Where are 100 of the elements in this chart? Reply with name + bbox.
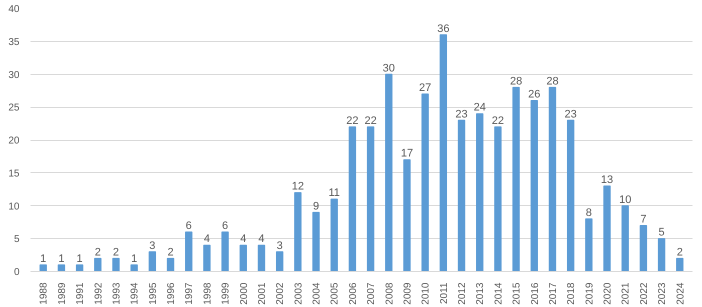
data-label: 4 xyxy=(258,233,265,246)
data-label: 4 xyxy=(240,233,246,246)
bar xyxy=(58,264,66,272)
bar xyxy=(294,192,302,272)
data-label: 2 xyxy=(167,246,174,258)
data-label: 27 xyxy=(419,82,432,94)
bar xyxy=(203,244,211,272)
x-tick-label: 2012 xyxy=(457,282,468,305)
x-tick-label: 2003 xyxy=(293,282,304,305)
y-tick-label: 30 xyxy=(8,70,20,81)
bar xyxy=(312,212,320,272)
x-tick-label: 2010 xyxy=(420,282,432,305)
bar xyxy=(148,251,156,272)
data-label: 2 xyxy=(676,246,683,258)
x-tick-label: 2005 xyxy=(330,282,341,305)
x-tick-label: 2013 xyxy=(475,282,486,305)
x-tick-label: 2011 xyxy=(438,282,450,304)
x-tick-label: 1996 xyxy=(166,282,178,305)
bar xyxy=(640,224,648,272)
y-tick-label: 25 xyxy=(8,102,20,114)
data-label: 11 xyxy=(328,187,340,200)
data-label: 23 xyxy=(564,108,577,120)
x-tick-label: 2017 xyxy=(548,282,559,305)
bar xyxy=(622,205,629,272)
x-tick-label: 2016 xyxy=(530,282,541,305)
data-label: 10 xyxy=(619,194,632,206)
x-tick-label: 2015 xyxy=(512,282,523,305)
data-label: 3 xyxy=(276,240,283,252)
x-tick-label: 1993 xyxy=(111,282,122,305)
bar xyxy=(530,100,538,272)
x-tick-label: 1998 xyxy=(202,282,214,305)
x-tick-label: 2009 xyxy=(402,282,414,305)
bar xyxy=(40,264,47,272)
bar xyxy=(166,258,174,272)
data-label: 6 xyxy=(222,220,228,232)
x-tick-label: 2008 xyxy=(384,282,396,305)
y-tick-label: 20 xyxy=(8,136,20,146)
bar xyxy=(421,93,429,272)
data-label: 9 xyxy=(312,200,320,212)
data-label: 1 xyxy=(58,252,64,265)
x-tick-label: 2022 xyxy=(638,282,650,305)
bar xyxy=(440,34,448,272)
bar xyxy=(566,120,574,272)
x-tick-label: 2002 xyxy=(275,282,286,305)
x-tick-label: 1989 xyxy=(56,282,68,305)
x-tick-label: 1991 xyxy=(75,282,86,305)
data-label: 1 xyxy=(131,252,138,265)
bar xyxy=(330,198,338,272)
bar xyxy=(221,232,229,272)
bar xyxy=(258,244,266,272)
x-tick-label: 2021 xyxy=(620,282,632,305)
data-label: 13 xyxy=(600,174,614,186)
bar xyxy=(240,244,247,272)
x-tick-label: 2001 xyxy=(256,282,268,305)
data-label: 28 xyxy=(546,75,559,88)
x-tick-label: 2014 xyxy=(493,282,504,305)
data-label: 1 xyxy=(76,252,83,265)
bar xyxy=(366,126,374,272)
bar xyxy=(676,258,684,272)
data-label: 4 xyxy=(204,233,210,246)
data-label: 5 xyxy=(658,226,665,239)
x-tick-label: 1994 xyxy=(130,282,141,305)
data-label: 1 xyxy=(40,252,46,265)
bar xyxy=(585,218,593,272)
bar xyxy=(494,126,502,272)
x-tick-label: 1999 xyxy=(220,282,232,305)
bar xyxy=(458,120,466,272)
x-tick-label: 1988 xyxy=(38,282,50,305)
x-tick-label: 2018 xyxy=(566,282,578,305)
data-label: 3 xyxy=(149,240,156,252)
x-tick-label: 2024 xyxy=(675,282,686,305)
x-tick-label: 2000 xyxy=(238,282,250,305)
bar xyxy=(348,126,356,272)
y-tick-label: 0 xyxy=(14,267,20,278)
x-tick-label: 2004 xyxy=(312,282,323,305)
data-label: 22 xyxy=(364,114,377,127)
y-tick-label: 35 xyxy=(8,36,20,48)
data-label: 24 xyxy=(474,102,486,114)
x-tick-label: 2006 xyxy=(348,282,359,305)
data-label: 36 xyxy=(437,22,450,35)
bar xyxy=(112,258,120,272)
bar xyxy=(512,86,520,272)
bar xyxy=(276,251,284,272)
data-label: 8 xyxy=(586,206,592,219)
data-label: 22 xyxy=(346,114,359,127)
data-label: 12 xyxy=(292,180,304,193)
x-tick-label: 2020 xyxy=(602,282,614,305)
x-tick-label: 1995 xyxy=(148,282,159,305)
bar xyxy=(130,264,138,272)
y-tick-label: 15 xyxy=(8,168,20,180)
data-label: 2 xyxy=(112,246,120,258)
bar xyxy=(385,74,392,272)
data-label: 7 xyxy=(640,213,646,226)
data-label: 23 xyxy=(455,108,468,120)
y-tick-label: 40 xyxy=(8,4,20,15)
data-label: 28 xyxy=(510,75,522,88)
data-label: 17 xyxy=(400,148,414,160)
data-label: 2 xyxy=(94,246,101,258)
data-label: 30 xyxy=(382,62,395,74)
bar xyxy=(658,238,666,272)
